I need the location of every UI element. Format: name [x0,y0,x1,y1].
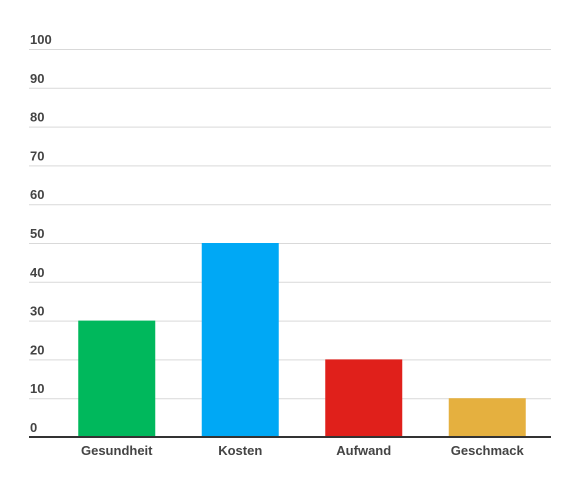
y-tick-label-90: 90 [30,71,44,86]
y-axis-tick-labels: 0 10 20 30 40 50 60 70 80 90 100 [30,32,52,435]
y-tick-label-10: 10 [30,381,44,396]
y-tick-label-80: 80 [30,110,44,125]
bar-kosten [201,243,279,437]
y-tick-label-40: 40 [30,265,44,280]
bars [78,243,526,437]
x-category-label-gesundheit: Gesundheit [81,443,153,458]
x-category-label-kosten: Kosten [218,443,262,458]
bar-gesundheit [78,320,156,437]
bar-aufwand [325,359,403,437]
y-tick-label-100: 100 [30,32,52,47]
y-tick-label-0: 0 [30,420,37,435]
y-tick-label-60: 60 [30,187,44,202]
y-tick-label-70: 70 [30,148,44,163]
y-tick-label-30: 30 [30,304,44,319]
x-category-label-aufwand: Aufwand [336,443,391,458]
y-tick-label-50: 50 [30,226,44,241]
x-category-label-geschmack: Geschmack [451,443,525,458]
y-tick-label-20: 20 [30,342,44,357]
x-axis-category-labels: Gesundheit Kosten Aufwand Geschmack [81,443,525,458]
bar-geschmack [448,398,526,437]
